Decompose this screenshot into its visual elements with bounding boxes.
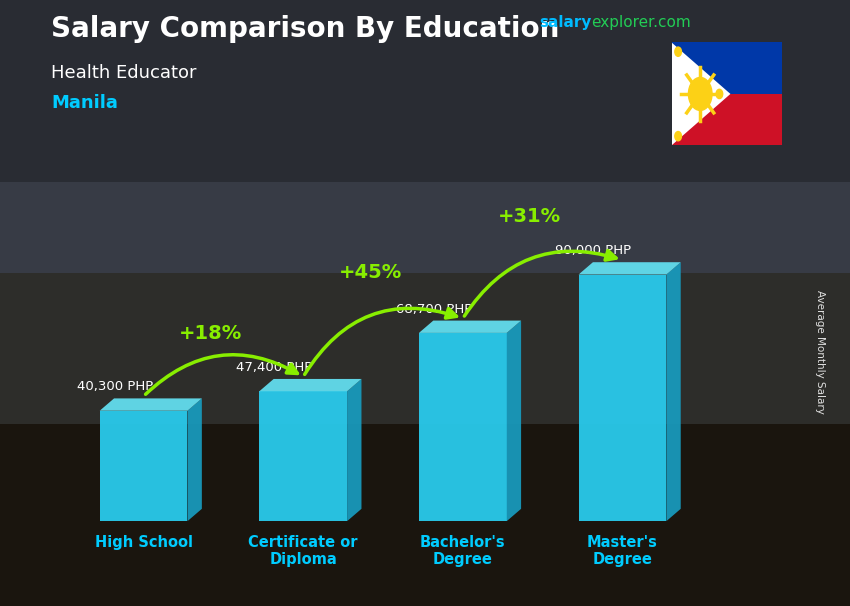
- Bar: [672, 94, 782, 145]
- Text: 90,000 PHP: 90,000 PHP: [555, 244, 632, 258]
- Polygon shape: [579, 262, 681, 275]
- Bar: [0, 273, 850, 424]
- Text: salary: salary: [540, 15, 592, 30]
- Bar: [0, 424, 850, 606]
- Text: 40,300 PHP: 40,300 PHP: [76, 381, 153, 393]
- Polygon shape: [259, 379, 361, 391]
- Bar: [0, 0, 850, 182]
- Text: 68,700 PHP: 68,700 PHP: [396, 302, 472, 316]
- Polygon shape: [259, 391, 347, 521]
- Circle shape: [716, 89, 722, 99]
- Text: +31%: +31%: [498, 207, 562, 226]
- Polygon shape: [419, 333, 507, 521]
- Circle shape: [675, 47, 682, 56]
- Polygon shape: [666, 262, 681, 521]
- Text: Salary Comparison By Education: Salary Comparison By Education: [51, 15, 559, 43]
- Polygon shape: [507, 321, 521, 521]
- Polygon shape: [347, 379, 361, 521]
- Polygon shape: [672, 42, 730, 145]
- Text: 47,400 PHP: 47,400 PHP: [236, 361, 313, 374]
- Text: Manila: Manila: [51, 94, 118, 112]
- Text: +45%: +45%: [338, 263, 402, 282]
- Polygon shape: [188, 398, 201, 521]
- Circle shape: [688, 78, 712, 110]
- Text: Health Educator: Health Educator: [51, 64, 196, 82]
- Circle shape: [675, 132, 682, 141]
- Text: Average Monthly Salary: Average Monthly Salary: [815, 290, 825, 413]
- Polygon shape: [419, 321, 521, 333]
- Polygon shape: [99, 398, 201, 411]
- Text: explorer.com: explorer.com: [591, 15, 690, 30]
- Polygon shape: [579, 275, 666, 521]
- Bar: [672, 42, 782, 94]
- Polygon shape: [99, 411, 188, 521]
- Bar: [0, 0, 850, 273]
- Text: +18%: +18%: [179, 324, 242, 342]
